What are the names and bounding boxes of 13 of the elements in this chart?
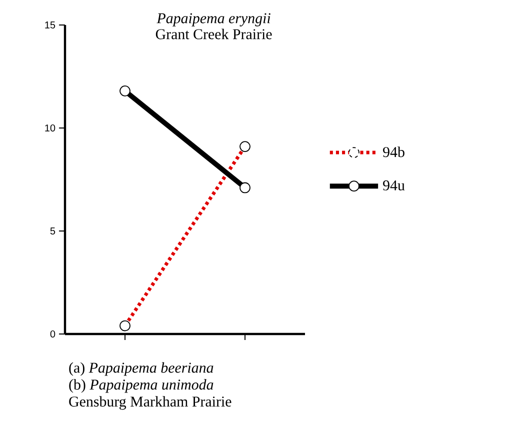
chart-title: Papaipema eryngii	[156, 13, 270, 26]
chart-subtitle: Grant Creek Prairie	[156, 28, 272, 40]
legend-label: 94u	[383, 180, 405, 190]
legend-label: 94b	[383, 146, 404, 158]
text: (a) Papaipema beeriana	[69, 362, 214, 376]
text: Gensburg Markham Prairie	[69, 396, 232, 410]
text: (b) Papaipema unimoda	[69, 379, 214, 393]
point	[120, 85, 130, 96]
y-tick-label: 10	[45, 124, 56, 132]
y-tick-label: 5	[50, 228, 56, 234]
point	[240, 182, 250, 194]
y-tick-label: 0	[50, 330, 56, 338]
y-tick-label: 15	[45, 22, 56, 28]
